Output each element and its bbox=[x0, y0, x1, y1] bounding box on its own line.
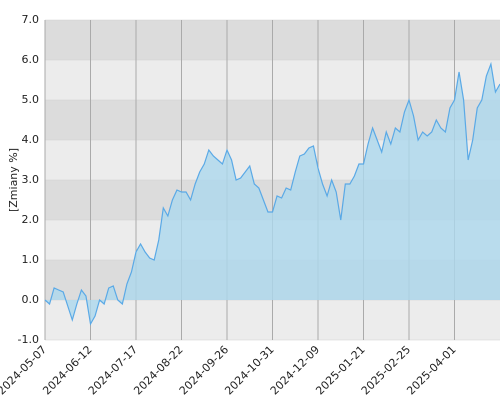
y-tick-label: 2.0 bbox=[22, 213, 40, 226]
x-tick-label: 2025-04-01 bbox=[404, 343, 458, 397]
y-tick-label: 7.0 bbox=[22, 13, 40, 26]
area bbox=[45, 64, 500, 324]
y-tick-label: 0.0 bbox=[22, 293, 40, 306]
line bbox=[44, 61, 500, 326]
y-tick-label: 6.0 bbox=[22, 53, 40, 66]
y-tick-label: 1.0 bbox=[22, 253, 40, 266]
y-tick-label: 3.0 bbox=[22, 173, 40, 186]
y-tick-label: -1.0 bbox=[18, 333, 39, 346]
y-tick-label: 5.0 bbox=[22, 93, 40, 106]
y-tick-label: 4.0 bbox=[22, 133, 40, 146]
y-axis-label: [Zmiany %] bbox=[7, 148, 20, 212]
